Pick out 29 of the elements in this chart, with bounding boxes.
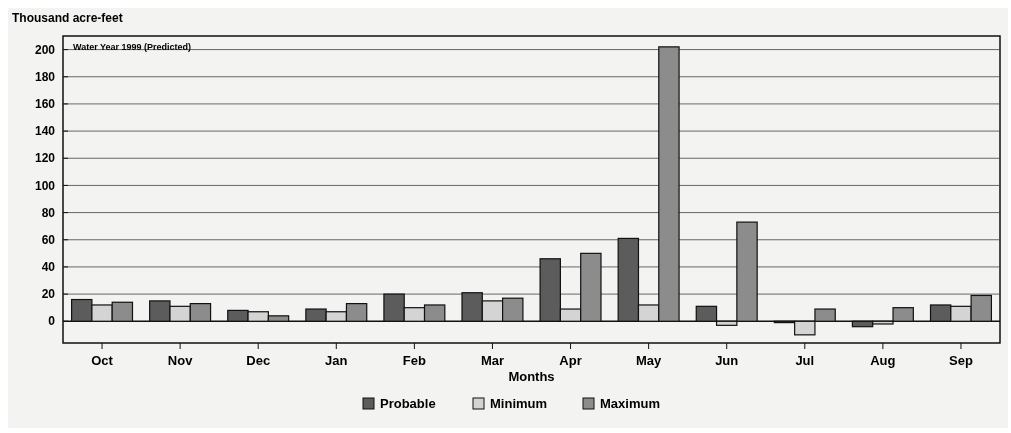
legend-label: Minimum: [490, 396, 548, 411]
y-tick-label: 20: [41, 287, 56, 302]
legend-label: Maximum: [600, 396, 660, 411]
y-tick-label: 60: [41, 232, 56, 247]
legend-label: Probable: [380, 396, 436, 411]
y-tick-label: 180: [34, 69, 56, 84]
y-tick-label: 200: [34, 42, 56, 57]
x-tick-label: Apr: [559, 353, 582, 368]
y-tick-label: 40: [41, 260, 56, 275]
y-tick-label: 100: [34, 178, 56, 193]
x-tick-label: Nov: [167, 353, 194, 368]
x-tick-label: Mar: [480, 353, 505, 368]
y-axis-title: Thousand acre-feet: [12, 11, 123, 25]
y-tick-label: 80: [41, 205, 56, 220]
annotation: Water Year 1999 (Predicted): [73, 42, 192, 52]
x-axis-title: Months: [508, 369, 555, 384]
x-tick-label: Dec: [246, 353, 271, 368]
y-tick-label: 160: [34, 97, 56, 112]
x-tick-label: Jun: [715, 353, 739, 368]
x-tick-label: Aug: [870, 353, 896, 368]
x-tick-label: Feb: [402, 353, 426, 368]
x-tick-label: Oct: [91, 353, 114, 368]
x-tick-label: Jan: [325, 353, 348, 368]
y-tick-label: 0: [48, 314, 56, 329]
y-tick-label: 120: [34, 151, 56, 166]
y-tick-label: 140: [34, 124, 56, 139]
x-tick-label: Sep: [949, 353, 973, 368]
x-tick-label: Jul: [795, 353, 815, 368]
x-tick-label: May: [635, 353, 663, 368]
